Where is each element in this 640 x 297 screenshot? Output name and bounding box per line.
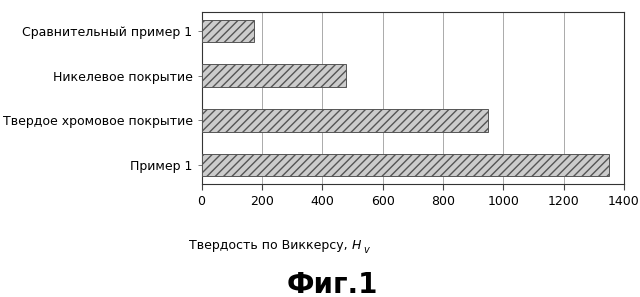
Bar (202, 109, 488, 132)
Text: Твердость по Виккерсу,: Твердость по Виккерсу, (189, 238, 352, 252)
Text: Фиг.1: Фиг.1 (287, 271, 378, 297)
Text: v: v (364, 245, 369, 255)
Bar (202, 64, 346, 87)
Bar (202, 154, 609, 176)
Text: H: H (352, 238, 362, 252)
Bar (202, 20, 254, 42)
